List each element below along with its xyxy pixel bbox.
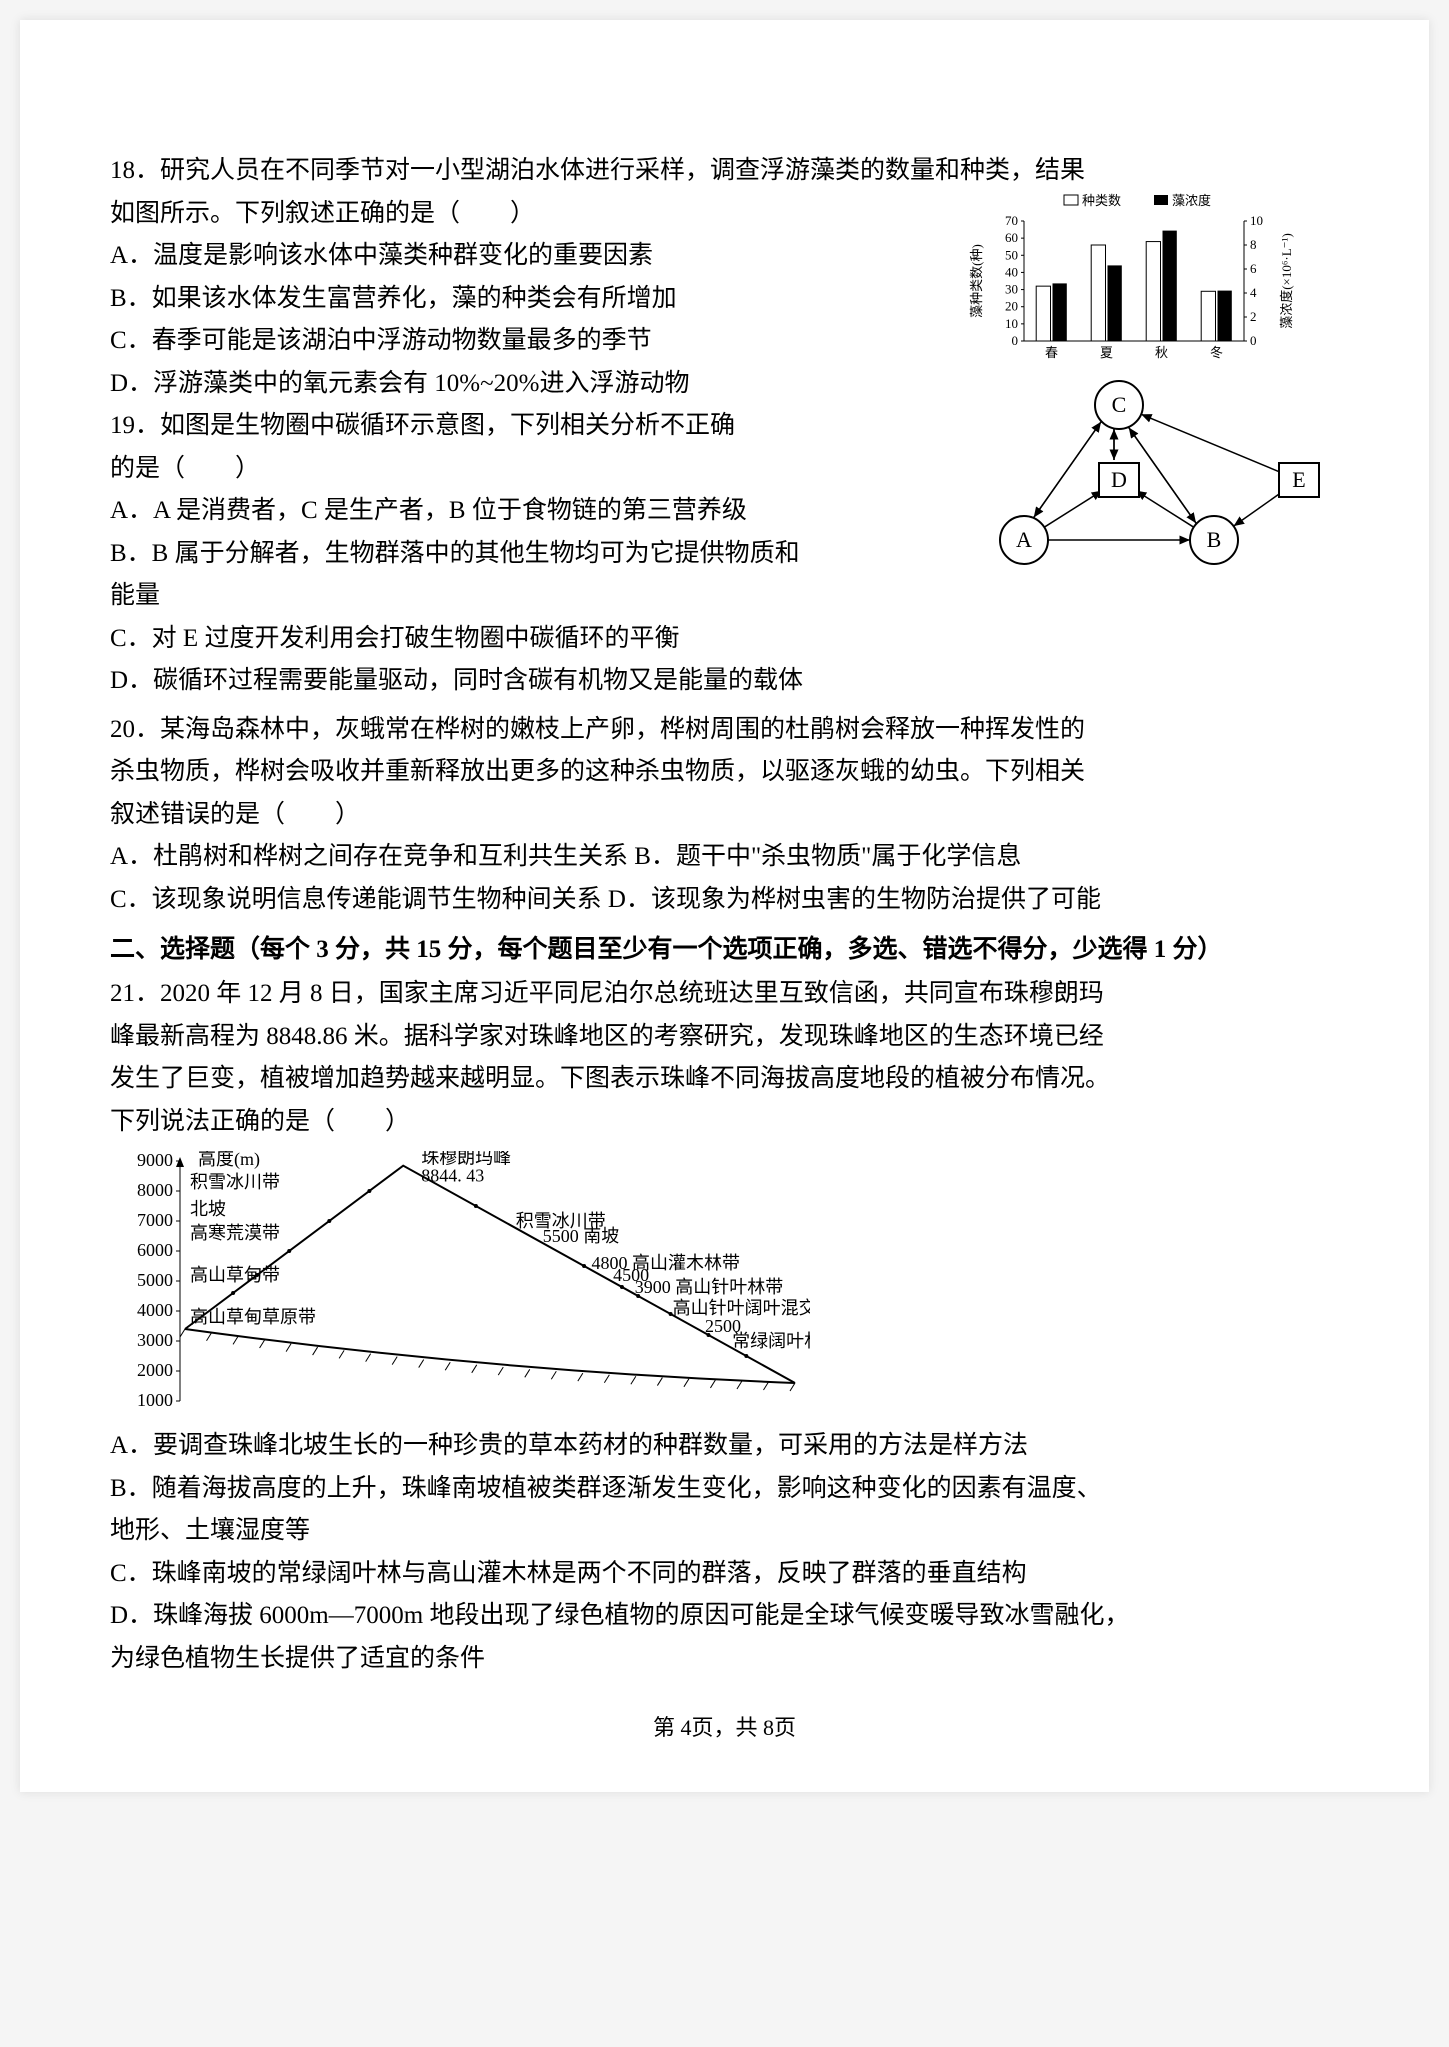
- svg-text:1000: 1000: [137, 1390, 173, 1410]
- svg-text:高山草甸草原带: 高山草甸草原带: [190, 1307, 316, 1327]
- svg-text:北坡: 北坡: [190, 1199, 226, 1219]
- svg-text:5500 南坡: 5500 南坡: [543, 1226, 620, 1246]
- svg-text:春: 春: [1045, 345, 1058, 360]
- exam-page: 18．研究人员在不同季节对一小型湖泊水体进行采样，调查浮游藻类的数量和种类，结果…: [20, 20, 1429, 1792]
- q19-option-d: D．碳循环过程需要能量驱动，同时含碳有机物又是能量的载体: [110, 660, 1339, 703]
- svg-text:8: 8: [1250, 237, 1257, 252]
- svg-text:积雪冰川带: 积雪冰川带: [190, 1172, 280, 1192]
- svg-text:种类数: 种类数: [1082, 193, 1121, 208]
- svg-text:3900 高山针叶林带: 3900 高山针叶林带: [635, 1277, 784, 1297]
- svg-text:20: 20: [1005, 298, 1018, 313]
- svg-text:10: 10: [1005, 315, 1018, 330]
- svg-text:高山草甸带: 高山草甸带: [190, 1265, 280, 1285]
- q21-option-d: D．珠峰海拔 6000m—7000m 地段出现了绿色植物的原因可能是全球气候变暖…: [110, 1595, 1339, 1638]
- q19-stem-line1: 19．如图是生物圈中碳循环示意图，下列相关分析不正确: [110, 405, 949, 448]
- svg-text:7000: 7000: [137, 1210, 173, 1230]
- q20-stem-line3: 叙述错误的是（ ）: [110, 794, 1339, 837]
- q19-option-a: A．A 是消费者，C 是生产者，B 位于食物链的第三营养级: [110, 490, 949, 533]
- q21-option-b2: 地形、土壤湿度等: [110, 1510, 1339, 1553]
- svg-text:高度(m): 高度(m): [198, 1151, 260, 1170]
- svg-text:3000: 3000: [137, 1330, 173, 1350]
- svg-text:A: A: [1016, 527, 1032, 552]
- q21-option-d2: 为绿色植物生长提供了适宜的条件: [110, 1638, 1339, 1681]
- svg-text:夏: 夏: [1100, 345, 1113, 360]
- svg-text:高寒荒漠带: 高寒荒漠带: [190, 1223, 280, 1243]
- svg-text:高山针叶阔叶混交林带: 高山针叶阔叶混交林带: [673, 1298, 810, 1318]
- svg-text:秋: 秋: [1155, 345, 1168, 360]
- svg-text:冬: 冬: [1210, 345, 1223, 360]
- svg-text:D: D: [1111, 467, 1127, 492]
- q19-option-b2: 能量: [110, 575, 949, 618]
- svg-text:常绿阔叶林带: 常绿阔叶林带: [732, 1331, 810, 1351]
- q19-option-b: B．B 属于分解者，生物群落中的其他生物均可为它提供物质和: [110, 533, 949, 576]
- svg-text:0: 0: [1012, 333, 1019, 348]
- q21-stem-line3: 发生了巨变，植被增加趋势越来越明显。下图表示珠峰不同海拔高度地段的植被分布情况。: [110, 1058, 1339, 1101]
- q18-stem-line1: 18．研究人员在不同季节对一小型湖泊水体进行采样，调查浮游藻类的数量和种类，结果: [110, 150, 1339, 193]
- question-18: 18．研究人员在不同季节对一小型湖泊水体进行采样，调查浮游藻类的数量和种类，结果…: [110, 150, 1339, 703]
- svg-text:B: B: [1207, 527, 1222, 552]
- svg-text:藻浓度(×10⁶·L⁻¹): 藻浓度(×10⁶·L⁻¹): [1279, 233, 1294, 329]
- q19-stem-line2: 的是（ ）: [110, 448, 949, 491]
- q18-option-c: C．春季可能是该湖泊中浮游动物数量最多的季节: [110, 320, 949, 363]
- svg-text:6000: 6000: [137, 1240, 173, 1260]
- svg-text:8844. 43: 8844. 43: [421, 1166, 484, 1186]
- page-footer: 第 4页，共 8页: [110, 1710, 1339, 1742]
- q19-option-c: C．对 E 过度开发利用会打破生物圈中碳循环的平衡: [110, 618, 949, 661]
- svg-text:4: 4: [1250, 285, 1257, 300]
- svg-text:C: C: [1112, 392, 1127, 417]
- q18-option-a: A．温度是影响该水体中藻类种群变化的重要因素: [110, 235, 949, 278]
- question-21: 21．2020 年 12 月 8 日，国家主席习近平同尼泊尔总统班达里互致信函，…: [110, 973, 1339, 1680]
- svg-text:藻浓度: 藻浓度: [1172, 193, 1211, 208]
- svg-text:5000: 5000: [137, 1270, 173, 1290]
- svg-text:0: 0: [1250, 333, 1257, 348]
- q18-stem-line2: 如图所示。下列叙述正确的是（ ）: [110, 193, 949, 236]
- carbon-cycle-diagram: A B C D E: [969, 375, 1339, 575]
- q21-stem-line2: 峰最新高程为 8848.86 米。据科学家对珠峰地区的考察研究，发现珠峰地区的生…: [110, 1016, 1339, 1059]
- q18-option-d: D．浮游藻类中的氧元素会有 10%~20%进入浮游动物: [110, 363, 949, 406]
- svg-text:E: E: [1292, 467, 1305, 492]
- q21-stem-line4: 下列说法正确的是（ ）: [110, 1101, 1339, 1144]
- svg-text:4000: 4000: [137, 1300, 173, 1320]
- svg-text:8000: 8000: [137, 1180, 173, 1200]
- question-20: 20．某海岛森林中，灰蛾常在桦树的嫩枝上产卵，桦树周围的杜鹃树会释放一种挥发性的…: [110, 709, 1339, 922]
- svg-text:6: 6: [1250, 261, 1257, 276]
- q20-stem-line1: 20．某海岛森林中，灰蛾常在桦树的嫩枝上产卵，桦树周围的杜鹃树会释放一种挥发性的: [110, 709, 1339, 752]
- q18-option-b: B．如果该水体发生富营养化，藻的种类会有所增加: [110, 278, 949, 321]
- svg-text:40: 40: [1005, 264, 1018, 279]
- svg-text:30: 30: [1005, 281, 1018, 296]
- q20-stem-line2: 杀虫物质，桦树会吸收并重新释放出更多的这种杀虫物质，以驱逐灰蛾的幼虫。下列相关: [110, 751, 1339, 794]
- svg-text:2000: 2000: [137, 1360, 173, 1380]
- svg-text:9000: 9000: [137, 1151, 173, 1170]
- q21-option-b: B．随着海拔高度的上升，珠峰南坡植被类群逐渐发生变化，影响这种变化的因素有温度、: [110, 1468, 1339, 1511]
- bar-chart: 种类数 藻浓度 0 10 20 30 40 50 60 70 0 2 4 6 8 10 藻种类数(种) 藻浓度(×…: [969, 193, 1339, 363]
- q20-option-ab: A．杜鹃树和桦树之间存在竞争和互利共生关系 B．题干中"杀虫物质"属于化学信息: [110, 836, 1339, 879]
- elevation-profile-chart: 9000 8000 7000 6000 5000 4000 3000 2000 1000 高度(m…: [110, 1151, 1339, 1411]
- svg-text:50: 50: [1005, 247, 1018, 262]
- q21-option-c: C．珠峰南坡的常绿阔叶林与高山灌木林是两个不同的群落，反映了群落的垂直结构: [110, 1553, 1339, 1596]
- svg-text:2: 2: [1250, 309, 1257, 324]
- svg-text:60: 60: [1005, 230, 1018, 245]
- svg-text:藻种类数(种): 藻种类数(种): [969, 244, 984, 318]
- q21-option-a: A．要调查珠峰北坡生长的一种珍贵的草本药材的种群数量，可采用的方法是样方法: [110, 1425, 1339, 1468]
- q21-stem-line1: 21．2020 年 12 月 8 日，国家主席习近平同尼泊尔总统班达里互致信函，…: [110, 973, 1339, 1016]
- svg-text:10: 10: [1250, 213, 1263, 228]
- svg-text:70: 70: [1005, 213, 1018, 228]
- q20-option-cd: C．该现象说明信息传递能调节生物种间关系 D．该现象为桦树虫害的生物防治提供了可…: [110, 879, 1339, 922]
- section-2-header: 二、选择题（每个 3 分，共 15 分，每个题目至少有一个选项正确，多选、错选不…: [110, 929, 1339, 965]
